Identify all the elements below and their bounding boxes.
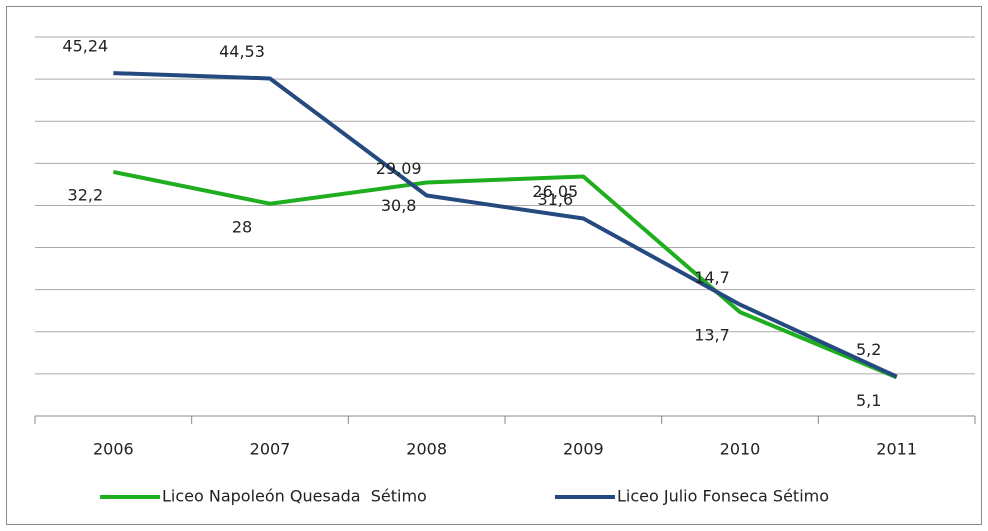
x-tick-label: 2007 [250, 440, 291, 459]
line [113, 71, 898, 379]
data-label: 26,05 [532, 182, 578, 201]
legend-label: Liceo Julio Fonseca Sétimo [617, 487, 829, 506]
x-tick-label: 2011 [876, 440, 917, 459]
data-label: 13,7 [694, 326, 730, 345]
data-label: 30,8 [381, 196, 417, 215]
data-label: 44,53 [219, 42, 265, 61]
data-label: 14,7 [694, 268, 730, 287]
data-label: 45,24 [62, 37, 108, 56]
x-tick-label: 2009 [563, 440, 604, 459]
x-tick-label: 2008 [406, 440, 447, 459]
data-label: 5,1 [856, 391, 881, 410]
data-label: 29,09 [376, 159, 422, 178]
chart-border [6, 6, 982, 525]
data-label: 28 [232, 217, 252, 236]
x-tick-label: 2010 [720, 440, 761, 459]
data-label: 32,2 [68, 185, 104, 204]
data-label: 31,6 [538, 190, 574, 209]
x-tick-label: 2006 [93, 440, 134, 459]
line [112, 169, 898, 380]
legend-label: Liceo Napoleón Quesada Sétimo [162, 487, 427, 506]
data-label: 5,2 [856, 340, 881, 359]
